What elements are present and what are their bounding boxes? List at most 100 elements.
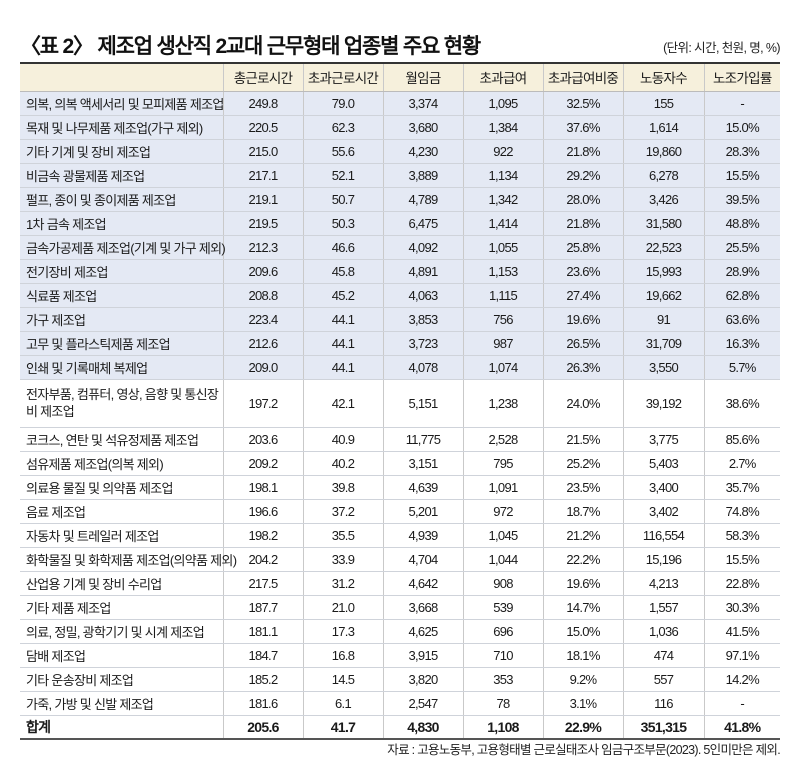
table-cell: 249.8 xyxy=(222,91,303,116)
table-cell: 44.1 xyxy=(302,355,383,380)
table-cell: 58.3% xyxy=(703,523,780,548)
total-cell: 41.8% xyxy=(703,714,780,740)
table-cell: 198.1 xyxy=(222,475,303,500)
table-cell: 31.2 xyxy=(302,571,383,596)
table-cell: 215.0 xyxy=(222,139,303,164)
industry-name: 비금속 광물제품 제조업 xyxy=(20,163,223,188)
total-label: 합계 xyxy=(20,714,223,740)
table-cell: 46.6 xyxy=(302,235,383,260)
table-cell: 696 xyxy=(462,619,543,644)
table-cell: 26.5% xyxy=(542,331,623,356)
table-cell: 41.5% xyxy=(703,619,780,644)
table-cell: 4,639 xyxy=(382,475,463,500)
table-cell: 4,789 xyxy=(382,187,463,212)
table-cell: 50.3 xyxy=(302,211,383,236)
industry-name: 자동차 및 트레일러 제조업 xyxy=(20,523,223,548)
column-header: 초과급여 xyxy=(462,62,543,92)
table-row: 코크스, 연탄 및 석유정제품 제조업 203.6 40.9 11,775 2,528 2… xyxy=(20,427,780,452)
table-row: 고무 및 플라스틱제품 제조업 212.6 44.1 3,723 987 26.5% 31,… xyxy=(20,331,780,356)
table-cell: 16.8 xyxy=(302,643,383,668)
table-cell: 1,044 xyxy=(462,547,543,572)
table-cell: 23.6% xyxy=(542,259,623,284)
table-cell: 3,889 xyxy=(382,163,463,188)
table-cell: 39.5% xyxy=(703,187,780,212)
table-cell: 30.3% xyxy=(703,595,780,620)
column-header: 노조가입률 xyxy=(703,62,780,92)
industry-name: 의료, 정밀, 광학기기 및 시계 제조업 xyxy=(20,619,223,644)
table-cell: 23.5% xyxy=(542,475,623,500)
table-cell: 28.0% xyxy=(542,187,623,212)
table-row: 산업용 기계 및 장비 수리업 217.5 31.2 4,642 908 19.6% 4,2… xyxy=(20,571,780,596)
table-cell: 557 xyxy=(622,667,704,692)
industry-name: 1차 금속 제조업 xyxy=(20,211,223,236)
table-cell: 74.8% xyxy=(703,499,780,524)
table-cell: 353 xyxy=(462,667,543,692)
table-cell: 17.3 xyxy=(302,619,383,644)
table-cell: 3,400 xyxy=(622,475,704,500)
table-row: 펄프, 종이 및 종이제품 제조업 219.1 50.7 4,789 1,342 28.0… xyxy=(20,187,780,212)
table-cell: 6.1 xyxy=(302,691,383,716)
table-cell: 1,134 xyxy=(462,163,543,188)
table-cell: 181.1 xyxy=(222,619,303,644)
table-cell: 37.2 xyxy=(302,499,383,524)
table-cell: 3,426 xyxy=(622,187,704,212)
column-header: 초과근로시간 xyxy=(302,62,383,92)
table-cell: 710 xyxy=(462,643,543,668)
table-cell: 55.6 xyxy=(302,139,383,164)
table-cell: 795 xyxy=(462,451,543,476)
table-cell: 3,151 xyxy=(382,451,463,476)
table-row: 전자부품, 컴퓨터, 영상, 음향 및 통신장비 제조업 197.2 42.1 5,1… xyxy=(20,379,780,428)
industry-name: 가죽, 가방 및 신발 제조업 xyxy=(20,691,223,716)
total-cell: 205.6 xyxy=(222,714,303,740)
industry-name: 섬유제품 제조업(의복 제외) xyxy=(20,451,223,476)
table-cell: 1,115 xyxy=(462,283,543,308)
table-cell: 197.2 xyxy=(222,379,303,428)
table-cell: 217.5 xyxy=(222,571,303,596)
industry-name: 금속가공제품 제조업(기계 및 가구 제외) xyxy=(20,235,226,260)
table-cell: 219.5 xyxy=(222,211,303,236)
table-cell: 1,414 xyxy=(462,211,543,236)
table-cell: 63.6% xyxy=(703,307,780,332)
table-cell: 6,278 xyxy=(622,163,704,188)
table-cell: 209.2 xyxy=(222,451,303,476)
table-cell: - xyxy=(703,91,780,116)
table-row: 기타 운송장비 제조업 185.2 14.5 3,820 353 9.2% 557 14.2% xyxy=(20,667,780,692)
table-cell: 48.8% xyxy=(703,211,780,236)
table-cell: 19.6% xyxy=(542,571,623,596)
table-cell: 922 xyxy=(462,139,543,164)
table-cell: 1,074 xyxy=(462,355,543,380)
table-title: 〈표 2〉 제조업 생산직 2교대 근무형태 업종별 주요 현황 xyxy=(20,35,481,58)
total-cell: 4,830 xyxy=(382,714,463,740)
table-cell: 25.8% xyxy=(542,235,623,260)
table-cell: 44.1 xyxy=(302,331,383,356)
table-cell: 33.9 xyxy=(302,547,383,572)
industry-name: 음료 제조업 xyxy=(20,499,223,524)
table-cell: 40.2 xyxy=(302,451,383,476)
table-cell: 21.2% xyxy=(542,523,623,548)
table-cell: 3,374 xyxy=(382,91,463,116)
table-row: 인쇄 및 기록매체 복제업 209.0 44.1 4,078 1,074 26.3% 3,5… xyxy=(20,355,780,380)
industry-name: 목재 및 나무제품 제조업(가구 제외) xyxy=(20,115,223,140)
table-cell: 15,993 xyxy=(622,259,704,284)
table-cell: 3,668 xyxy=(382,595,463,620)
table-cell: 5,201 xyxy=(382,499,463,524)
table-row: 의복, 의복 액세서리 및 모피제품 제조업 249.8 79.0 3,374 1,09… xyxy=(20,91,780,116)
table-cell: 25.5% xyxy=(703,235,780,260)
industry-name: 의료용 물질 및 의약품 제조업 xyxy=(20,475,223,500)
table-cell: 187.7 xyxy=(222,595,303,620)
table-cell: 31,709 xyxy=(622,331,704,356)
table-cell: 185.2 xyxy=(222,667,303,692)
table-cell: 5.7% xyxy=(703,355,780,380)
table-cell: 21.8% xyxy=(542,211,623,236)
table-cell: 32.5% xyxy=(542,91,623,116)
total-row: 합계 205.6 41.7 4,830 1,108 22.9% 351,315 41.8% xyxy=(20,714,780,740)
table-cell: 24.0% xyxy=(542,379,623,428)
table-cell: 21.5% xyxy=(542,427,623,452)
table-cell: 15.5% xyxy=(703,547,780,572)
table-cell: 2.7% xyxy=(703,451,780,476)
source-note: 자료 : 고용노동부, 고용형태별 근로실태조사 임금구조부문(2023). 5… xyxy=(387,743,780,757)
table-cell: 223.4 xyxy=(222,307,303,332)
table-cell: 3,402 xyxy=(622,499,704,524)
table-row: 전기장비 제조업 209.6 45.8 4,891 1,153 23.6% 15,993 28… xyxy=(20,259,780,284)
table-cell: 4,939 xyxy=(382,523,463,548)
